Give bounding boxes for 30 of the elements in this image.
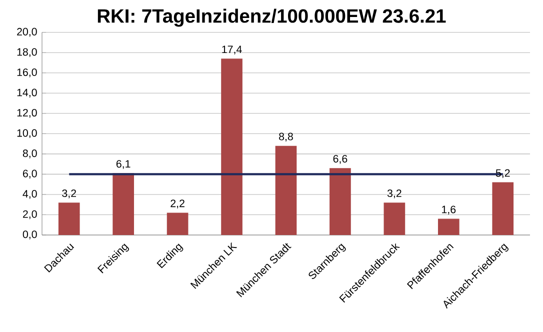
y-tick-label: 2,0: [23, 210, 37, 220]
bar: [492, 182, 514, 235]
data-label: 8,8: [279, 132, 293, 142]
y-tick-label: 8,0: [22, 150, 37, 158]
bar: [438, 218, 460, 235]
bar: [221, 58, 242, 235]
bar: [112, 173, 134, 235]
data-label: 3,2: [387, 189, 402, 198]
y-tick-label: 4,0: [22, 190, 37, 199]
y-tick-label: 16,0: [17, 68, 37, 78]
bar: [330, 168, 351, 235]
data-label: 1,6: [442, 206, 456, 215]
y-tick-label: 6,0: [23, 170, 37, 179]
y-tick-label: 20,0: [17, 28, 37, 37]
bar: [384, 202, 406, 235]
y-tick-label: 10,0: [17, 129, 37, 138]
data-label: 17,4: [222, 46, 242, 54]
data-label: 5,2: [496, 169, 510, 178]
chart-title: RKI: 7TageInzidenz/100.000EW 23.6.21: [98, 8, 446, 27]
bar: [58, 202, 80, 235]
data-label: 3,2: [62, 189, 76, 198]
bar: [166, 212, 188, 235]
bar: [275, 146, 297, 235]
y-tick-label: 0,0: [22, 230, 37, 240]
data-label: 2,2: [170, 200, 184, 208]
data-label: 6,6: [333, 155, 348, 164]
y-tick-label: 18,0: [17, 48, 37, 57]
data-label: 6,1: [116, 160, 130, 169]
y-tick-label: 12,0: [17, 108, 37, 118]
y-tick-label: 14,0: [17, 88, 37, 98]
